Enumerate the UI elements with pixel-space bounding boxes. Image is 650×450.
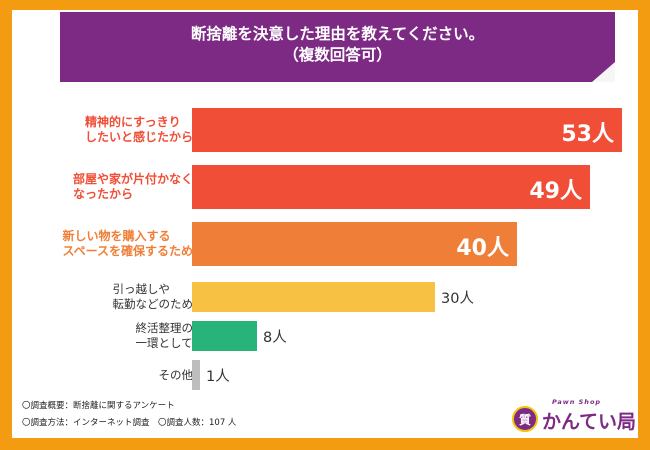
survey-method-note: 〇調査方法：インターネット調査 〇調査人数：107 人 — [22, 418, 237, 428]
chart-title-line1: 断捨離を決意した理由を教えてください。 — [190, 25, 485, 43]
category-label: 精神的にすっきり したいと感じたから — [84, 115, 193, 144]
logo-badge-text: 質 — [518, 413, 531, 427]
chart-card: 断捨離を決意した理由を教えてください。 （複数回答可） 精神的にすっきり したいと… — [12, 10, 638, 438]
bar — [192, 222, 517, 266]
pawn-shop-badge-icon: 質 — [512, 406, 538, 432]
value-label: 40人 — [456, 236, 509, 261]
category-label: 部屋や家が片付かなく なったから — [72, 172, 193, 201]
title-fold-corner — [592, 62, 615, 82]
bar — [192, 108, 622, 152]
value-label: 49人 — [529, 179, 582, 204]
chart-title: 断捨離を決意した理由を教えてください。 （複数回答可） — [60, 24, 615, 66]
bar — [192, 360, 200, 390]
category-label: その他 — [158, 367, 194, 382]
title-banner — [60, 12, 615, 82]
value-label: 1人 — [206, 369, 230, 385]
value-label: 53人 — [561, 122, 614, 147]
value-label: 8人 — [263, 330, 287, 346]
logo-name: かんてい局 — [542, 411, 637, 433]
logo-tagline: Pawn Shop — [552, 398, 602, 406]
bar — [192, 321, 257, 351]
survey-summary-note: 〇調査概要：断捨離に関するアンケート — [22, 401, 175, 411]
category-label: 引っ越しや 転勤などのため — [112, 282, 194, 311]
bar — [192, 282, 435, 312]
value-label: 30人 — [441, 291, 474, 307]
category-label: 終活整理の 一環として — [135, 321, 194, 350]
category-label: 新しい物を購入する スペースを確保するため — [62, 229, 193, 258]
brand-logo: Pawn Shop 質 かんてい局 — [512, 398, 638, 434]
chart-title-line2: （複数回答可） — [283, 46, 392, 64]
bar — [192, 165, 590, 209]
